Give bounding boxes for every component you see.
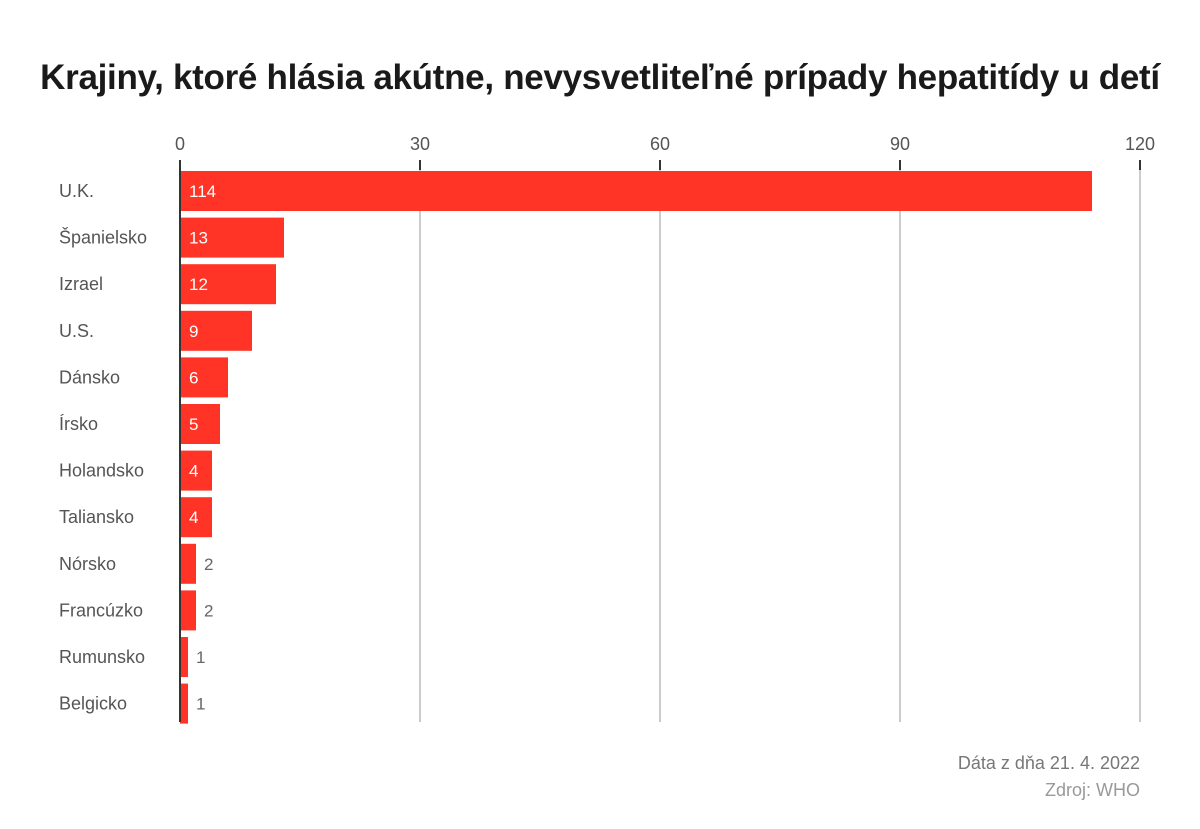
value-label: 13 bbox=[189, 229, 208, 248]
x-tick-label: 0 bbox=[175, 134, 185, 154]
bar bbox=[180, 450, 212, 491]
value-label: 2 bbox=[204, 555, 213, 574]
category-label: Taliansko bbox=[59, 507, 134, 527]
value-label: 4 bbox=[189, 508, 198, 527]
bar bbox=[180, 637, 188, 677]
category-label: U.K. bbox=[59, 181, 94, 201]
value-label: 114 bbox=[189, 182, 216, 201]
category-label: Rumunsko bbox=[59, 647, 145, 667]
footer-date: Dáta z dňa 21. 4. 2022 bbox=[957, 753, 1140, 773]
chart-title: Krajiny, ktoré hlásia akútne, nevysvetli… bbox=[40, 58, 1160, 97]
x-tick-label: 60 bbox=[650, 134, 670, 154]
category-label: Belgicko bbox=[59, 694, 127, 714]
bar bbox=[180, 590, 196, 631]
value-label: 5 bbox=[189, 415, 198, 434]
category-labels: U.K. Španielsko Izrael U.S. Dánsko Írsko Holan… bbox=[59, 181, 147, 714]
value-label: 9 bbox=[189, 322, 198, 341]
x-axis-ticks: 0 30 60 90 120 bbox=[175, 134, 1155, 170]
category-label: Francúzko bbox=[59, 600, 143, 620]
category-label: Holandsko bbox=[59, 461, 144, 481]
category-label: Írsko bbox=[59, 414, 98, 434]
x-tick-label: 120 bbox=[1125, 134, 1155, 154]
value-label: 6 bbox=[189, 368, 198, 387]
category-label: Izrael bbox=[59, 274, 103, 294]
bar bbox=[180, 357, 228, 398]
bar bbox=[180, 310, 252, 351]
value-label: 1 bbox=[196, 648, 205, 667]
category-label: Nórsko bbox=[59, 554, 116, 574]
bar bbox=[180, 217, 284, 258]
bar bbox=[180, 264, 276, 305]
bars bbox=[180, 171, 1092, 724]
value-label: 2 bbox=[204, 601, 213, 620]
footer-source: Zdroj: WHO bbox=[1044, 780, 1140, 800]
category-label: Dánsko bbox=[59, 367, 120, 387]
bar bbox=[180, 543, 196, 584]
value-labels: 114 13 12 9 6 5 4 4 2 2 1 1 bbox=[189, 182, 216, 714]
gridlines bbox=[419, 160, 1141, 722]
x-tick-label: 90 bbox=[890, 134, 910, 154]
value-label: 4 bbox=[189, 462, 198, 481]
bar bbox=[180, 683, 188, 724]
bar bbox=[180, 171, 1092, 211]
x-tick-label: 30 bbox=[410, 134, 430, 154]
bar bbox=[180, 497, 212, 538]
value-label: 12 bbox=[189, 275, 208, 294]
bar bbox=[180, 404, 220, 444]
category-label: Španielsko bbox=[59, 227, 147, 248]
value-label: 1 bbox=[196, 695, 205, 714]
category-label: U.S. bbox=[59, 321, 94, 341]
